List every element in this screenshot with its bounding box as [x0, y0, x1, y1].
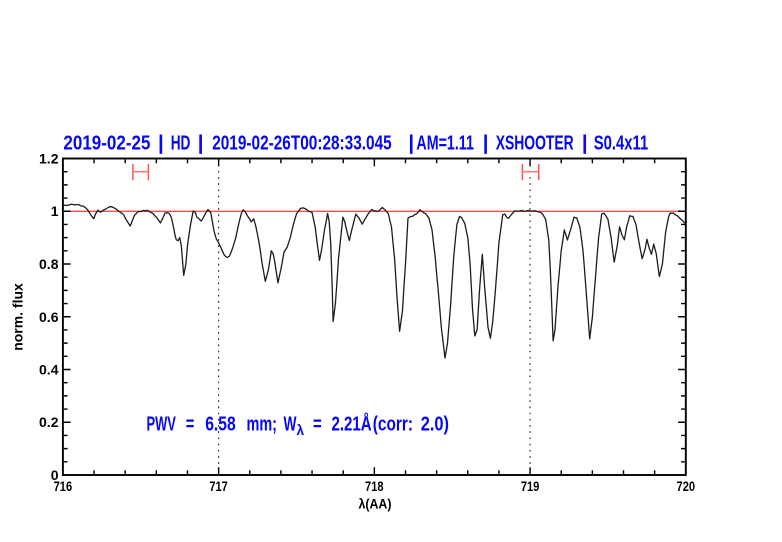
svg-text:PWV: PWV: [147, 412, 177, 435]
svg-text:|: |: [158, 132, 164, 155]
svg-text:717: 717: [209, 478, 228, 494]
svg-text:2.0): 2.0): [421, 412, 449, 435]
svg-text:716: 716: [54, 478, 73, 494]
svg-text:|: |: [408, 132, 414, 155]
svg-text:=: =: [313, 412, 322, 435]
svg-text:norm. flux: norm. flux: [10, 283, 26, 351]
svg-text:HD: HD: [171, 132, 191, 155]
svg-text:718: 718: [365, 478, 384, 494]
svg-text:2019-02-25: 2019-02-25: [63, 132, 150, 155]
svg-text:λ(AA): λ(AA): [359, 495, 392, 511]
svg-text:0: 0: [51, 467, 59, 483]
svg-text:6.58: 6.58: [205, 412, 236, 435]
svg-text:719: 719: [521, 478, 540, 494]
svg-text:λ: λ: [297, 423, 305, 439]
svg-text:S0.4x11: S0.4x11: [594, 132, 648, 155]
svg-text:=: =: [186, 412, 195, 435]
svg-text:(corr:: (corr:: [373, 412, 413, 435]
svg-text:0.6: 0.6: [39, 309, 59, 325]
svg-text:AM=1.11: AM=1.11: [416, 132, 474, 155]
svg-text:0.8: 0.8: [39, 256, 59, 272]
svg-text:0.4: 0.4: [39, 362, 59, 378]
svg-text:1: 1: [51, 203, 59, 219]
svg-text:|: |: [198, 132, 204, 155]
svg-text:2.21Å: 2.21Å: [332, 411, 372, 435]
svg-text:2019-02-26T00:28:33.045: 2019-02-26T00:28:33.045: [212, 132, 392, 155]
svg-text:1.2: 1.2: [39, 151, 59, 167]
svg-text:720: 720: [677, 478, 696, 494]
svg-text:|: |: [582, 132, 588, 155]
svg-text:W: W: [284, 412, 297, 435]
svg-text:mm;: mm;: [247, 412, 278, 435]
svg-text:XSHOOTER: XSHOOTER: [496, 132, 574, 155]
svg-text:0.2: 0.2: [39, 414, 59, 430]
svg-text:|: |: [483, 132, 489, 155]
